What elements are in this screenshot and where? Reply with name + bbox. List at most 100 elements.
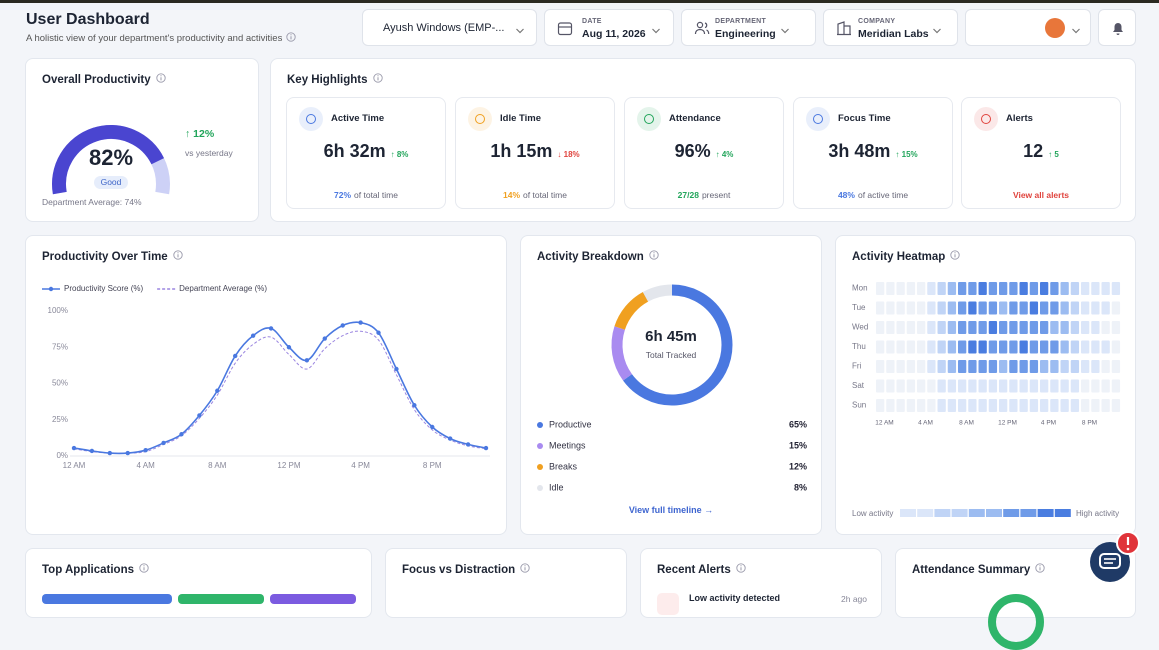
highlight-value-row: 12 ↑ 5 [962, 141, 1120, 162]
legend-value: 65% [789, 419, 807, 429]
heat-cell [1081, 301, 1090, 315]
heat-cell [1111, 301, 1121, 315]
legend-value: 8% [794, 482, 807, 492]
date-select[interactable]: DATE Aug 11, 2026 [544, 9, 674, 46]
heat-cell [1050, 340, 1059, 354]
company-select[interactable]: COMPANY Meridian Labs [823, 9, 958, 46]
legend-swatch [934, 509, 951, 517]
heat-cell [958, 321, 967, 334]
heat-cell [1091, 399, 1100, 412]
heat-cell [917, 379, 926, 393]
notifications-button[interactable] [1098, 9, 1136, 46]
legend-swatch [1037, 509, 1054, 517]
employee-select[interactable]: Ayush Windows (EMP-... [362, 9, 537, 46]
heat-cell [927, 282, 936, 295]
series-point [340, 323, 345, 328]
heat-cell [886, 379, 895, 393]
profile-menu[interactable] [965, 9, 1091, 46]
heat-cell [917, 399, 926, 412]
footer-value: 14% [503, 190, 521, 200]
heat-cell [927, 340, 936, 354]
heat-cell [1029, 282, 1039, 295]
heat-cell [1040, 399, 1049, 412]
card-title: Recent Alerts [657, 563, 746, 576]
footer-value: View all alerts [1012, 190, 1070, 200]
heat-cell [1029, 399, 1039, 412]
series-point [71, 445, 77, 451]
heat-cell [999, 379, 1008, 393]
chevron [651, 23, 661, 41]
heat-cell [978, 399, 987, 412]
heat-cell [1019, 301, 1028, 315]
heat-cell [1060, 360, 1069, 373]
heat-cell [947, 379, 957, 393]
heat-cell [886, 282, 895, 295]
heat-cell [1091, 282, 1100, 295]
chevron [515, 23, 525, 41]
info-icon [286, 32, 296, 45]
info-dot [653, 252, 655, 254]
timeline-link[interactable]: View full timeline → [628, 505, 714, 515]
series-point [179, 432, 184, 437]
heat-cell [1070, 399, 1080, 412]
heat-cell [978, 321, 987, 334]
highlight-icon-dot [306, 114, 316, 124]
highlight-icon [806, 107, 830, 131]
avatar [1045, 18, 1065, 38]
legend-label: Department Average (%) [179, 284, 267, 293]
heat-cell [988, 301, 998, 315]
heat-cell [1091, 340, 1100, 354]
heat-cell [937, 340, 946, 354]
highlight-footer: 27/28 present [625, 190, 783, 200]
heat-cell [876, 340, 885, 354]
chat-button[interactable] [1085, 528, 1145, 588]
heat-cell [1040, 379, 1049, 393]
badge-glyph [1126, 547, 1130, 551]
heat-cell [1091, 321, 1100, 334]
ppl-body [694, 22, 710, 35]
heat-cell [927, 379, 936, 393]
heat-cell [988, 340, 998, 354]
center-caption: Total Tracked [645, 350, 697, 360]
highlight-icon-dot [813, 114, 823, 124]
legend-dot [537, 443, 543, 449]
department-select[interactable]: DEPARTMENT Engineering [681, 9, 816, 46]
legend-label: Idle [549, 482, 564, 492]
card-title: Activity Breakdown [537, 250, 659, 263]
heat-cell [917, 321, 926, 334]
app-tab [42, 594, 172, 604]
heat-cell [886, 321, 895, 334]
legend-swatch [968, 509, 985, 517]
card-title: Focus vs Distraction [402, 563, 530, 576]
chevron-line [652, 28, 660, 34]
highlight-change: ↑ 8% [390, 150, 409, 159]
heat-cell [906, 379, 916, 393]
heat-cell [1040, 282, 1049, 295]
legend-swatch [951, 509, 968, 517]
y-tick-label: 0% [56, 451, 68, 460]
heat-cell [988, 321, 998, 334]
info-icon [1035, 563, 1045, 576]
recent-alerts-card: Recent Alerts Low activity detected 2h a… [640, 548, 882, 618]
donut-segment [642, 284, 673, 302]
icon-glyph [1113, 23, 1123, 35]
heat-cell [886, 340, 895, 354]
legend-label: Breaks [549, 461, 578, 471]
heat-cell [999, 399, 1008, 412]
info-icon [156, 73, 166, 86]
heat-cell [978, 282, 987, 295]
heat-cell [1070, 340, 1080, 354]
series-point [143, 448, 148, 453]
donut-segment [611, 326, 633, 381]
highlight-value: 3h 48m [828, 141, 891, 161]
change-caption: vs yesterday [185, 148, 233, 158]
title-text: Activity Heatmap [852, 250, 946, 263]
legend-swatch [986, 509, 1002, 517]
heat-cell [937, 301, 946, 315]
chat-glyph [1099, 553, 1121, 569]
x-tick-label: 8 AM [208, 461, 227, 470]
heat-cell [999, 360, 1008, 373]
heat-cell [1101, 301, 1110, 315]
heat-cell [876, 282, 885, 295]
